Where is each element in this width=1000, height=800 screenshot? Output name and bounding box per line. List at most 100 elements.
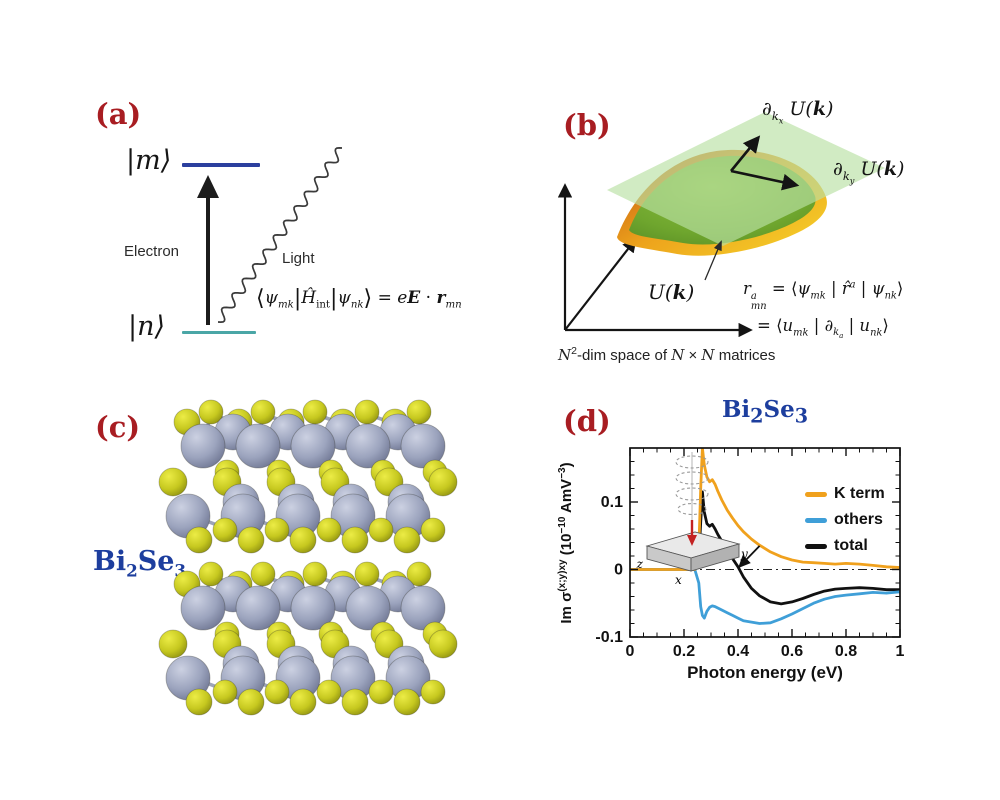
- se-atom: [250, 561, 276, 587]
- se-atom: [354, 399, 380, 425]
- se-atom: [341, 688, 369, 716]
- panel-c-label: (c): [95, 410, 141, 444]
- series-others: [630, 568, 900, 625]
- bi-atom: [345, 585, 391, 631]
- matrix-space-axes: [557, 183, 753, 338]
- x-tick-label: 0.6: [781, 643, 803, 660]
- se-atom: [428, 467, 458, 497]
- se-atom: [302, 561, 328, 587]
- se-atom: [420, 679, 446, 705]
- bi-atom: [180, 585, 226, 631]
- se-atom: [158, 467, 188, 497]
- panel-b-label: (b): [563, 108, 611, 142]
- matrix-space-caption: N2-dim space of N × N matrices: [558, 345, 776, 364]
- axis-ticks: [629, 448, 901, 638]
- se-atom: [420, 517, 446, 543]
- x-tick-label: 0.4: [727, 643, 749, 660]
- se-atom: [212, 679, 238, 705]
- tangent-plane: [607, 112, 885, 246]
- incident-light-arrowhead-icon: [687, 535, 697, 546]
- position-matrix-equations: r a mn = ⟨ψmk | r̂a | ψnk⟩ = ⟨umk | ∂ka | …: [743, 276, 903, 341]
- total-swatch-icon: [805, 543, 827, 549]
- se-atom: [212, 517, 238, 543]
- se-atom: [393, 526, 421, 554]
- lower-state-ket: |n⟩: [128, 311, 166, 342]
- bi-atom: [400, 585, 446, 631]
- x-tick-label: 0.2: [673, 643, 695, 660]
- panel-b: (b) ∂kx U(k) ∂ky U(k) U(k) r a mn = ⟨ψmk |…: [545, 90, 1000, 380]
- inset-x-axis-label: x: [675, 573, 682, 587]
- se-atom: [368, 679, 394, 705]
- upper-state-ket: |m⟩: [126, 145, 172, 176]
- se-atom: [289, 688, 317, 716]
- bi-atom: [180, 423, 226, 469]
- deriv-ky-label: ∂ky U(k): [833, 158, 905, 186]
- light-label: Light: [282, 250, 315, 267]
- se-atom: [316, 679, 342, 705]
- se-atom: [368, 517, 394, 543]
- x-tick-label: 1: [896, 643, 905, 660]
- se-atom: [185, 688, 213, 716]
- panel-d-label: (d): [563, 404, 611, 438]
- crystal-atoms: [158, 399, 458, 716]
- se-atom: [158, 629, 188, 659]
- se-atom: [237, 688, 265, 716]
- panel-d: (d) Bi2Se3 0 0.2 0.4 0.6 0.8 1 -0.1 0 0.1 z x: [555, 388, 1000, 700]
- panel-c: (c) Bi2Se3: [85, 388, 485, 720]
- lower-level-line: [182, 331, 256, 334]
- legend-item-others: others: [805, 510, 885, 530]
- se-atom: [302, 399, 328, 425]
- bi-atom: [400, 423, 446, 469]
- y-tick-label: 0.1: [601, 494, 623, 511]
- electron-label: Electron: [124, 243, 180, 260]
- se-atom: [428, 629, 458, 659]
- position-matrix-eq-line1: r a mn = ⟨ψmk | r̂a | ψnk⟩: [743, 279, 904, 313]
- light-wave-icon: [217, 147, 343, 323]
- shift-current-chart: 0 0.2 0.4 0.6 0.8 1-0.100.1 z x y Photon ener…: [557, 447, 905, 682]
- panel-a: (a) |m⟩ |n⟩ Electron Light ⟨ψmk|Ĥint|ψnk…: [80, 95, 500, 365]
- k-term-swatch-icon: [805, 491, 827, 497]
- series-k-term: [630, 448, 900, 571]
- bi-atom: [290, 423, 336, 469]
- crystal-structure-graphic: [158, 399, 458, 716]
- y-tick-label: 0: [614, 562, 623, 579]
- series-group: [630, 448, 900, 625]
- bi2se3-formula-label: Bi2Se3: [93, 546, 187, 581]
- se-atom: [264, 517, 290, 543]
- interaction-equation: ⟨ψmk|Ĥint|ψnk⟩ = eE · rmn: [256, 285, 462, 311]
- bi-atom: [290, 585, 336, 631]
- legend-item-total: total: [805, 536, 885, 556]
- chart-legend: K term others total: [805, 484, 885, 556]
- panel-a-graphic: [197, 147, 343, 325]
- x-tick-label: 0: [626, 643, 635, 660]
- se-atom: [406, 399, 432, 425]
- deriv-kx-label: ∂kx U(k): [762, 98, 834, 126]
- inset-y-axis-label: y: [740, 547, 748, 561]
- position-matrix-eq-line2: = ⟨umk | ∂ka | unk⟩: [757, 315, 889, 341]
- se-atom: [237, 526, 265, 554]
- slab-right-face: [690, 543, 740, 572]
- series-total: [630, 490, 900, 606]
- upper-level-line: [182, 163, 260, 167]
- y-tick-label: -0.1: [595, 629, 623, 646]
- x-axis-title: Photon energy (eV): [687, 663, 843, 682]
- se-atom: [250, 399, 276, 425]
- x-tick-label: 0.8: [835, 643, 857, 660]
- inset-z-axis-label: z: [636, 557, 644, 571]
- se-atom: [341, 526, 369, 554]
- se-atom: [198, 399, 224, 425]
- se-atom: [289, 526, 317, 554]
- se-atom: [393, 688, 421, 716]
- bi-atom: [235, 585, 281, 631]
- se-atom: [185, 526, 213, 554]
- se-atom: [316, 517, 342, 543]
- se-atom: [264, 679, 290, 705]
- se-atom: [198, 561, 224, 587]
- legend-item-k-term: K term: [805, 484, 885, 504]
- circular-polarization-helix-icon: [675, 455, 709, 516]
- electron-arrowhead-icon: [197, 175, 219, 198]
- chart-generated: 0 0.2 0.4 0.6 0.8 1-0.100.1: [595, 447, 905, 660]
- bi-atom: [235, 423, 281, 469]
- zero-crossing-arrow: [738, 545, 761, 569]
- uk-surface-label: U(k): [648, 280, 695, 304]
